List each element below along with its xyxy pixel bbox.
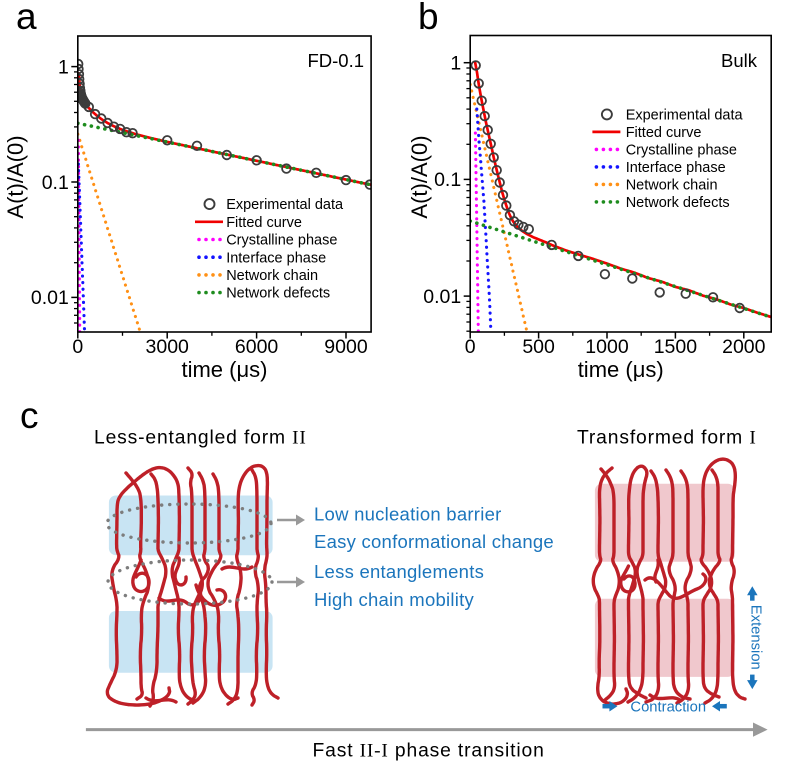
svg-text:Crystalline phase: Crystalline phase [626, 143, 737, 159]
svg-text:0.01: 0.01 [423, 286, 461, 308]
svg-text:Extension: Extension [748, 605, 764, 670]
svg-text:Less entanglements: Less entanglements [314, 561, 484, 582]
svg-text:Crystalline phase: Crystalline phase [226, 233, 337, 249]
svg-text:Low nucleation barrier: Low nucleation barrier [314, 504, 502, 525]
svg-text:0: 0 [72, 336, 83, 358]
svg-text:Easy conformational change: Easy conformational change [314, 531, 554, 552]
svg-text:Fast II-I phase transition: Fast II-I phase transition [313, 741, 545, 762]
svg-text:Fitted curve: Fitted curve [226, 215, 302, 231]
svg-text:FD-0.1: FD-0.1 [307, 50, 364, 71]
svg-text:time (μs): time (μs) [578, 357, 664, 382]
svg-text:1: 1 [58, 56, 69, 78]
svg-text:c: c [20, 395, 39, 436]
svg-text:0: 0 [465, 336, 476, 358]
svg-text:Fitted curve: Fitted curve [626, 125, 702, 141]
svg-text:Interface phase: Interface phase [226, 250, 326, 266]
svg-text:1500: 1500 [654, 336, 698, 358]
svg-text:1: 1 [450, 53, 461, 75]
svg-text:6000: 6000 [235, 336, 279, 358]
svg-text:time (μs): time (μs) [181, 357, 267, 382]
svg-text:Experimental data: Experimental data [626, 108, 744, 124]
svg-text:500: 500 [522, 336, 555, 358]
svg-text:3000: 3000 [146, 336, 190, 358]
svg-text:Contraction: Contraction [630, 700, 706, 716]
svg-text:0.1: 0.1 [42, 172, 69, 194]
svg-text:A(t)/A(0): A(t)/A(0) [3, 135, 28, 218]
svg-text:High chain mobility: High chain mobility [314, 589, 475, 610]
svg-text:9000: 9000 [324, 336, 368, 358]
svg-text:Less-entangled form II: Less-entangled form II [94, 428, 307, 449]
svg-text:1000: 1000 [585, 336, 629, 358]
svg-text:2000: 2000 [722, 336, 766, 358]
svg-text:0.01: 0.01 [31, 287, 69, 309]
svg-text:b: b [418, 0, 439, 37]
svg-text:Interface phase: Interface phase [626, 160, 726, 176]
svg-text:0.1: 0.1 [434, 169, 461, 191]
svg-text:Experimental data: Experimental data [226, 197, 344, 213]
svg-text:Bulk: Bulk [721, 50, 758, 71]
svg-text:Network defects: Network defects [626, 195, 730, 211]
svg-text:Transformed form I: Transformed form I [577, 428, 757, 449]
svg-text:a: a [16, 0, 37, 37]
svg-text:Network defects: Network defects [226, 286, 330, 302]
svg-text:Network chain: Network chain [626, 178, 718, 194]
svg-text:Network chain: Network chain [226, 268, 318, 284]
svg-text:A(t)/A(0): A(t)/A(0) [407, 135, 432, 218]
